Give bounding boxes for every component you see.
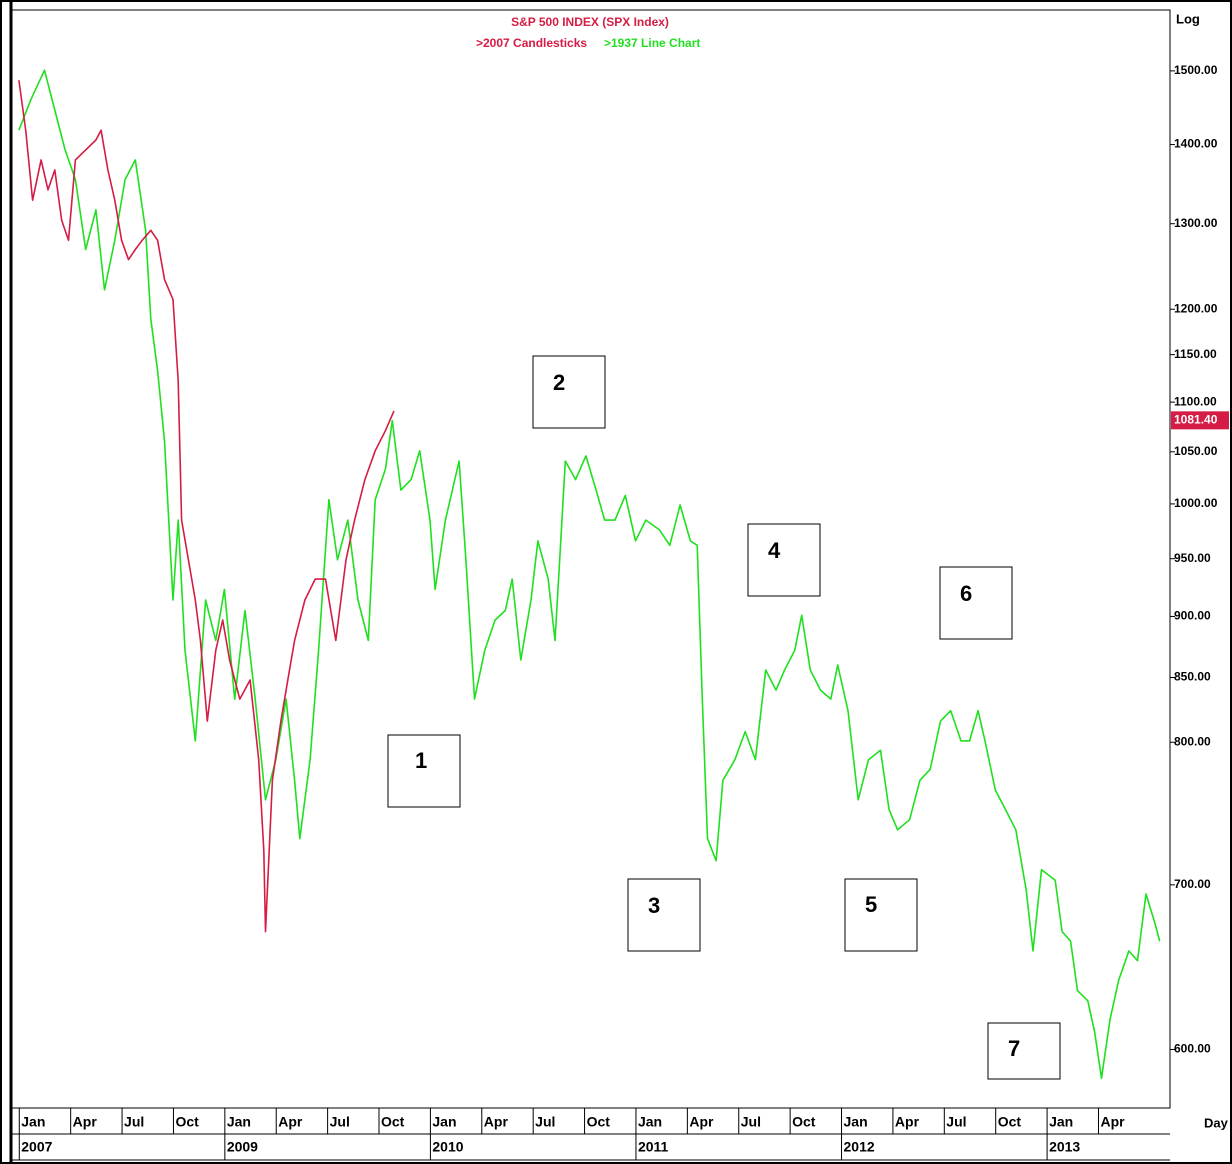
annotation-box xyxy=(939,566,1013,640)
annotation: 3 xyxy=(648,893,660,918)
period-label: Day xyxy=(1204,1115,1229,1130)
x-tick-label: Apr xyxy=(1100,1114,1125,1130)
x-tick-label: Jul xyxy=(946,1114,966,1130)
y-tick-label: 1200.00 xyxy=(1174,301,1218,315)
y-tick-label: 1500.00 xyxy=(1174,63,1218,77)
year-tick-label: 2009 xyxy=(227,1139,258,1155)
y-tick-label: 1100.00 xyxy=(1174,394,1217,408)
x-tick-label: Jul xyxy=(741,1114,761,1130)
x-tick-label: Jul xyxy=(535,1114,555,1130)
y-tick-label: 1050.00 xyxy=(1174,444,1218,458)
y-tick-label: 1400.00 xyxy=(1174,137,1218,151)
x-tick-label: Jan xyxy=(432,1114,456,1130)
annotation-box xyxy=(844,878,918,952)
annotation-box xyxy=(747,523,821,597)
x-tick-label: Apr xyxy=(484,1114,509,1130)
annotation-box xyxy=(627,878,701,952)
legend-entry: >1937 Line Chart xyxy=(604,36,700,50)
scale-label: Log xyxy=(1176,11,1200,26)
y-tick-label: 700.00 xyxy=(1174,877,1211,891)
x-tick-label: Jan xyxy=(844,1114,868,1130)
annotations: 1 2 3 4 5 6 7 xyxy=(387,355,1061,1080)
year-tick-label: 2012 xyxy=(844,1139,875,1155)
x-tick-label: Apr xyxy=(73,1114,98,1130)
x-tick-label: Oct xyxy=(998,1114,1022,1130)
series-line xyxy=(18,80,395,933)
y-tick-label: 850.00 xyxy=(1174,670,1211,684)
annotation: 5 xyxy=(865,892,877,917)
annotation: 2 xyxy=(553,370,565,395)
y-tick-label: 900.00 xyxy=(1174,609,1211,623)
year-tick-label: 2013 xyxy=(1049,1139,1080,1155)
x-tick-label: Oct xyxy=(792,1114,816,1130)
annotation: 1 xyxy=(415,748,427,773)
y-tick-label: 1150.00 xyxy=(1174,347,1217,361)
y-tick-label: 1300.00 xyxy=(1174,216,1218,230)
y-tick-label: 800.00 xyxy=(1174,734,1211,748)
x-tick-label: Oct xyxy=(587,1114,611,1130)
annotation: 6 xyxy=(960,581,972,606)
year-tick-label: 2011 xyxy=(638,1139,669,1155)
x-tick-label: Jan xyxy=(638,1114,662,1130)
y-tick-label: 950.00 xyxy=(1174,551,1211,565)
y-tick-label: 1000.00 xyxy=(1174,496,1218,510)
y-tick-label: 600.00 xyxy=(1174,1042,1211,1056)
x-tick-label: Jan xyxy=(21,1114,45,1130)
series-line xyxy=(18,69,1161,1080)
x-tick-label: Oct xyxy=(175,1114,199,1130)
x-tick-label: Oct xyxy=(381,1114,405,1130)
year-tick-label: 2007 xyxy=(21,1139,52,1155)
last-value-label: 1081.40 xyxy=(1174,413,1218,427)
annotation-box xyxy=(987,1022,1061,1080)
x-tick-label: Apr xyxy=(689,1114,714,1130)
x-tick-label: Apr xyxy=(895,1114,920,1130)
x-tick-label: Jul xyxy=(330,1114,350,1130)
annotation: 7 xyxy=(1008,1036,1020,1061)
chart-title: S&P 500 INDEX (SPX Index) xyxy=(511,15,669,29)
x-tick-label: Apr xyxy=(278,1114,303,1130)
year-tick-label: 2010 xyxy=(432,1139,463,1155)
x-tick-label: Jan xyxy=(227,1114,251,1130)
annotation-box xyxy=(387,734,461,808)
x-tick-label: Jul xyxy=(124,1114,144,1130)
annotation-box xyxy=(532,355,606,429)
last-value-box xyxy=(1171,411,1229,430)
legend-entry: >2007 Candlesticks xyxy=(476,36,587,50)
x-tick-label: Jan xyxy=(1049,1114,1073,1130)
annotation: 4 xyxy=(768,538,781,563)
